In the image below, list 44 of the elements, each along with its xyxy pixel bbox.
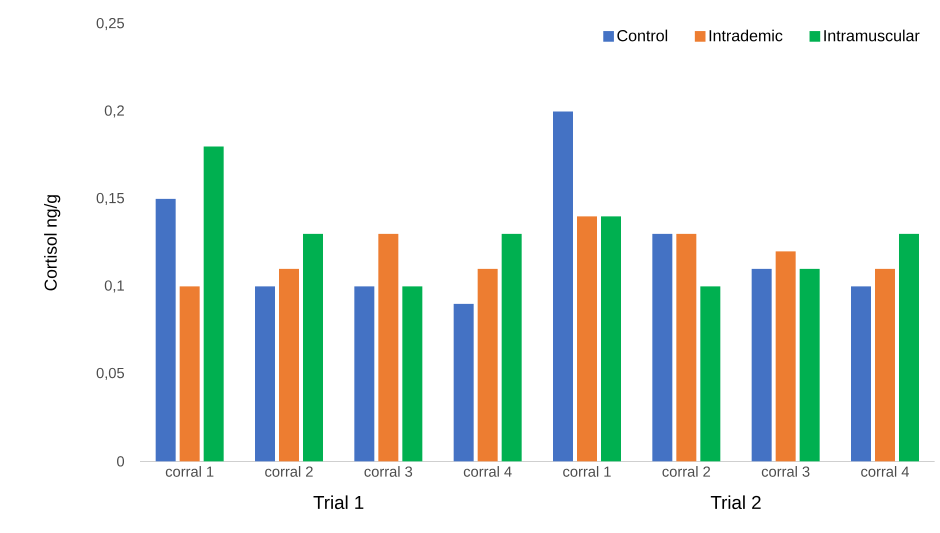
y-tick-label: 0 [117,456,124,466]
bar [652,234,672,462]
bar [875,268,895,462]
bar [303,234,324,462]
x-tick-label: corral 3 [762,466,810,477]
x-tick-label: corral 1 [166,466,214,477]
bar [700,286,720,462]
bar [255,286,276,462]
bar [454,304,474,462]
y-tick-label: 0,2 [104,105,124,118]
bar [800,268,820,462]
y-tick-label: 0,1 [104,280,124,292]
bar [279,268,300,462]
y-axis-title: Cortisol ng/g [44,194,60,290]
text: Trial 1 [314,495,364,509]
bar [898,234,919,462]
bar [776,251,796,462]
bar [850,286,871,462]
bar [204,146,224,462]
text: Trial 2 [710,495,761,509]
bar [502,234,522,462]
x-tick-label: corral 4 [861,466,909,477]
x-tick-label: corral 2 [265,466,313,477]
legend-label: Control [617,29,668,42]
legend-label: Intrademic [710,29,782,42]
bar [676,234,696,462]
bar [402,286,422,462]
x-tick-label: corral 3 [364,466,412,477]
bar [577,216,597,462]
y-tick-label: 0,05 [96,368,124,380]
bar [553,111,573,462]
x-tick-label: corral 2 [662,466,710,477]
bar [478,268,498,462]
bar [180,286,200,462]
bar [752,268,772,462]
bar [378,234,398,462]
x-tick-label: corral 1 [563,466,611,477]
y-tick-label: 0,25 [96,18,124,30]
bar [601,216,621,462]
bar [156,198,176,462]
x-tick-label: corral 4 [464,466,512,477]
y-tick-label: 0,15 [96,192,124,205]
legend-label: Intramuscular [824,29,920,42]
bar [354,286,374,462]
